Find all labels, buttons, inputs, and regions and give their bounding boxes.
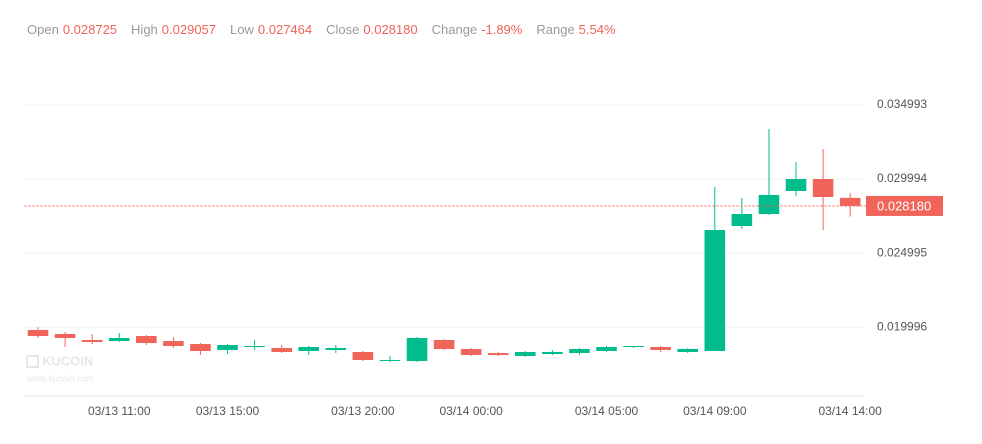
stat-label: Range [536, 22, 575, 37]
stat-label: Close [326, 22, 360, 37]
candle-body [542, 352, 563, 355]
x-tick-label: 03/13 11:00 [88, 404, 151, 418]
stat-label: High [131, 22, 158, 37]
candle-body [677, 349, 699, 353]
x-tick-label: 03/14 09:00 [683, 404, 747, 418]
candle-body [54, 333, 76, 339]
stat-label: Low [230, 22, 254, 37]
candle-body [704, 229, 726, 352]
x-tick-label: 03/13 20:00 [331, 404, 395, 418]
stat: Range 5.54% [536, 22, 615, 37]
stat: Open 0.028725 [27, 22, 117, 37]
last-price-label: 0.028180 [877, 198, 931, 213]
stat-value: 0.028725 [62, 22, 118, 37]
stats-header: Open 0.028725 High 0.029057 Low 0.027464 Close… [27, 22, 616, 37]
stat-value: -1.89% [481, 22, 523, 37]
candle-body [812, 179, 834, 198]
candle-body [271, 348, 292, 353]
watermark-site: www.kucoin.com [26, 373, 94, 383]
candle-body [352, 352, 374, 361]
candle-body [569, 349, 590, 354]
stat-value: 0.028180 [363, 22, 418, 37]
watermark: KUCOIN www.kucoin.com [26, 353, 94, 383]
candle-body [379, 360, 401, 362]
stat-label: Change [431, 22, 478, 37]
stat: Low 0.027464 [230, 22, 312, 37]
candle-body [487, 353, 509, 356]
y-tick-label: 0.019996 [877, 319, 927, 333]
stat: Change -1.89% [432, 22, 523, 37]
y-tick-label: 0.034993 [877, 97, 927, 111]
candle-body [163, 341, 184, 347]
candle-body [650, 347, 671, 351]
last-price-tag [866, 195, 943, 216]
x-tick-label: 03/13 15:00 [196, 404, 260, 418]
candle-body [460, 349, 482, 356]
candle-body [325, 348, 347, 351]
candle-body [623, 346, 644, 348]
candle-body [27, 329, 49, 337]
stat: Close 0.028180 [326, 22, 417, 37]
candle-body [81, 340, 103, 343]
candle-body [515, 352, 536, 357]
stat-value: 0.027464 [257, 22, 313, 37]
y-tick-label: 0.029994 [877, 171, 927, 185]
candle-body [190, 344, 211, 352]
candle-body [136, 336, 157, 344]
candle-body [406, 338, 428, 362]
x-tick-label: 03/14 00:00 [439, 404, 503, 418]
candle-body [758, 195, 780, 214]
stat-label: Open [27, 22, 59, 37]
watermark-brand: KUCOIN [42, 353, 93, 368]
x-tick-label: 03/14 14:00 [818, 404, 882, 418]
candle-body [108, 338, 130, 342]
candle-body [785, 179, 807, 192]
x-tick-label: 03/14 05:00 [575, 404, 639, 418]
candle-body [433, 340, 455, 350]
candle-body [839, 197, 861, 206]
stat-value: 0.029057 [161, 22, 217, 37]
candle-body [298, 347, 320, 352]
candle-body [244, 346, 265, 348]
stat: High 0.029057 [131, 22, 216, 37]
watermark-logo [26, 355, 39, 368]
candle-body [731, 213, 753, 226]
stat-value: 5.54% [578, 22, 616, 37]
candle-body [596, 347, 617, 352]
candle-body [217, 345, 238, 351]
y-tick-label: 0.024995 [877, 245, 927, 259]
